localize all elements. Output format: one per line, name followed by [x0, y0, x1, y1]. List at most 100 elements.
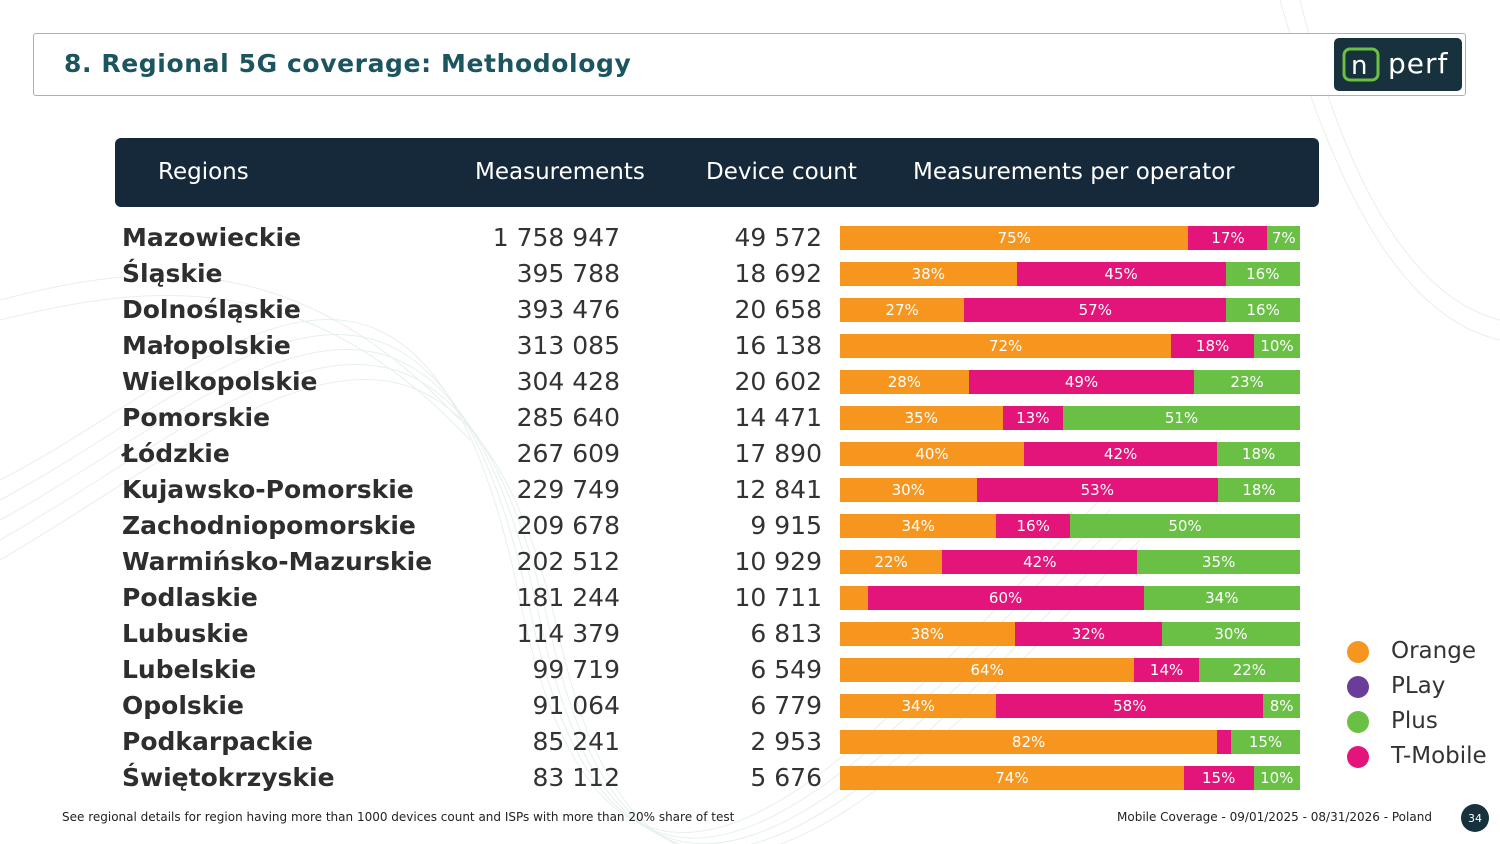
bar-segment-tmobile: 42%: [942, 550, 1138, 574]
bar-segment-plus: 18%: [1217, 442, 1300, 466]
operator-share-bar: 64% 14% 22%: [840, 658, 1300, 682]
device-count-value: 16 138: [734, 331, 822, 360]
operator-share-bar: 38% 32% 30%: [840, 622, 1300, 646]
bar-segment-tmobile: 15%: [1183, 766, 1254, 790]
table-row: Kujawsko-Pomorskie 229 749 12 841 30% 53% 18%: [0, 472, 1500, 508]
region-name: Wielkopolskie: [122, 367, 318, 396]
bar-segment-orange: 22%: [840, 550, 943, 574]
footer-source: Mobile Coverage - 09/01/2025 - 08/31/202…: [1117, 810, 1432, 824]
logo-text: perf: [1388, 47, 1449, 80]
bar-segment-tmobile: 60%: [867, 586, 1144, 610]
bar-segment-tmobile: 58%: [996, 694, 1264, 718]
legend-swatch-orange: [1347, 641, 1369, 663]
region-name: Pomorskie: [122, 403, 271, 432]
bar-segment-tmobile: 57%: [964, 298, 1227, 322]
bar-segment-tmobile: 42%: [1024, 442, 1218, 466]
device-count-value: 20 658: [734, 295, 822, 324]
bar-segment-orange: 30%: [840, 478, 977, 502]
operator-share-bar: 72% 18% 10%: [840, 334, 1300, 358]
legend-label: Plus: [1391, 708, 1438, 734]
legend-label: T-Mobile: [1391, 743, 1487, 769]
region-name: Zachodniopomorskie: [122, 511, 416, 540]
measurements-value: 209 678: [516, 511, 620, 540]
region-name: Mazowieckie: [122, 223, 302, 252]
bar-segment-orange: [840, 586, 868, 610]
device-count-value: 18 692: [734, 259, 822, 288]
legend: Orange PLay Plus T-Mobile: [1346, 637, 1496, 777]
bar-segment-orange: 38%: [840, 622, 1015, 646]
bar-segment-orange: 74%: [840, 766, 1184, 790]
device-count-value: 6 813: [750, 619, 822, 648]
table-row: Lubelskie 99 719 6 549 64% 14% 22%: [0, 652, 1500, 688]
operator-share-bar: 22% 42% 35%: [840, 550, 1300, 574]
measurements-value: 229 749: [516, 475, 620, 504]
measurements-value: 304 428: [516, 367, 620, 396]
region-name: Świętokrzyskie: [122, 763, 335, 792]
bar-segment-plus: 23%: [1194, 370, 1300, 394]
legend-item-tmobile: T-Mobile: [1346, 742, 1496, 777]
table-row: Podlaskie 181 244 10 711 60% 34%: [0, 580, 1500, 616]
operator-share-bar: 28% 49% 23%: [840, 370, 1300, 394]
table-row: Lubuskie 114 379 6 813 38% 32% 30%: [0, 616, 1500, 652]
legend-swatch-play: [1347, 676, 1369, 698]
device-count-value: 5 676: [750, 763, 822, 792]
device-count-value: 10 929: [734, 547, 822, 576]
measurements-value: 181 244: [516, 583, 620, 612]
bar-segment-tmobile: 18%: [1171, 334, 1254, 358]
header-box: 8. Regional 5G coverage: Methodology n p…: [33, 33, 1466, 96]
device-count-value: 14 471: [734, 403, 822, 432]
device-count-value: 9 915: [750, 511, 822, 540]
bar-segment-plus: 16%: [1225, 262, 1300, 286]
operator-share-bar: 35% 13% 51%: [840, 406, 1300, 430]
region-name: Małopolskie: [122, 331, 291, 360]
operator-share-bar: 40% 42% 18%: [840, 442, 1300, 466]
bar-segment-plus: 18%: [1218, 478, 1300, 502]
region-name: Warmińsko-Mazurskie: [122, 547, 433, 576]
table-row: Warmińsko-Mazurskie 202 512 10 929 22% 42% 35…: [0, 544, 1500, 580]
bar-segment-plus: 22%: [1198, 658, 1300, 682]
bar-segment-tmobile: 53%: [976, 478, 1218, 502]
operator-share-bar: 60% 34%: [840, 586, 1300, 610]
region-name: Lubuskie: [122, 619, 249, 648]
bar-segment-orange: 35%: [840, 406, 1003, 430]
legend-item-orange: Orange: [1346, 637, 1496, 672]
bar-segment-plus: 7%: [1267, 226, 1300, 250]
device-count-value: 17 890: [734, 439, 822, 468]
bar-segment-tmobile: 14%: [1134, 658, 1199, 682]
table-row: Łódzkie 267 609 17 890 40% 42% 18%: [0, 436, 1500, 472]
measurements-value: 99 719: [532, 655, 620, 684]
region-name: Podkarpackie: [122, 727, 313, 756]
measurements-value: 85 241: [532, 727, 620, 756]
bar-segment-orange: 64%: [840, 658, 1135, 682]
svg-text:n: n: [1351, 51, 1367, 81]
bar-segment-orange: 75%: [840, 226, 1189, 250]
bar-segment-orange: 82%: [840, 730, 1218, 754]
bar-segment-tmobile: [1217, 730, 1231, 754]
operator-share-bar: 34% 16% 50%: [840, 514, 1300, 538]
bar-segment-tmobile: 13%: [1002, 406, 1064, 430]
measurements-value: 114 379: [516, 619, 620, 648]
footnote: See regional details for region having m…: [62, 810, 735, 824]
measurements-value: 202 512: [516, 547, 620, 576]
measurements-value: 1 758 947: [492, 223, 620, 252]
bar-segment-orange: 38%: [840, 262, 1017, 286]
operator-share-bar: 30% 53% 18%: [840, 478, 1300, 502]
legend-label: PLay: [1391, 673, 1446, 699]
table-row: Zachodniopomorskie 209 678 9 915 34% 16% 50%: [0, 508, 1500, 544]
device-count-value: 20 602: [734, 367, 822, 396]
col-header-regions: Regions: [158, 159, 249, 185]
bar-segment-plus: 51%: [1063, 406, 1300, 430]
bar-segment-orange: 40%: [840, 442, 1024, 466]
bar-segment-plus: 15%: [1230, 730, 1300, 754]
device-count-value: 10 711: [734, 583, 822, 612]
logo-bracket-icon: n: [1342, 47, 1380, 82]
legend-swatch-tmobile: [1347, 746, 1369, 768]
measurements-value: 285 640: [516, 403, 620, 432]
bar-segment-plus: 10%: [1253, 766, 1300, 790]
bar-segment-orange: 34%: [840, 694, 997, 718]
table-row: Śląskie 395 788 18 692 38% 45% 16%: [0, 256, 1500, 292]
col-header-per-operator: Measurements per operator: [913, 159, 1235, 185]
bar-segment-tmobile: 17%: [1188, 226, 1268, 250]
legend-item-play: PLay: [1346, 672, 1496, 707]
device-count-value: 49 572: [734, 223, 822, 252]
